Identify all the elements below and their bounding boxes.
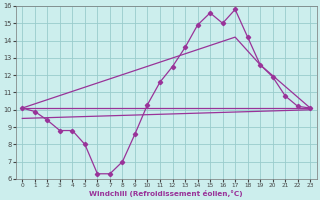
X-axis label: Windchill (Refroidissement éolien,°C): Windchill (Refroidissement éolien,°C) bbox=[90, 190, 243, 197]
